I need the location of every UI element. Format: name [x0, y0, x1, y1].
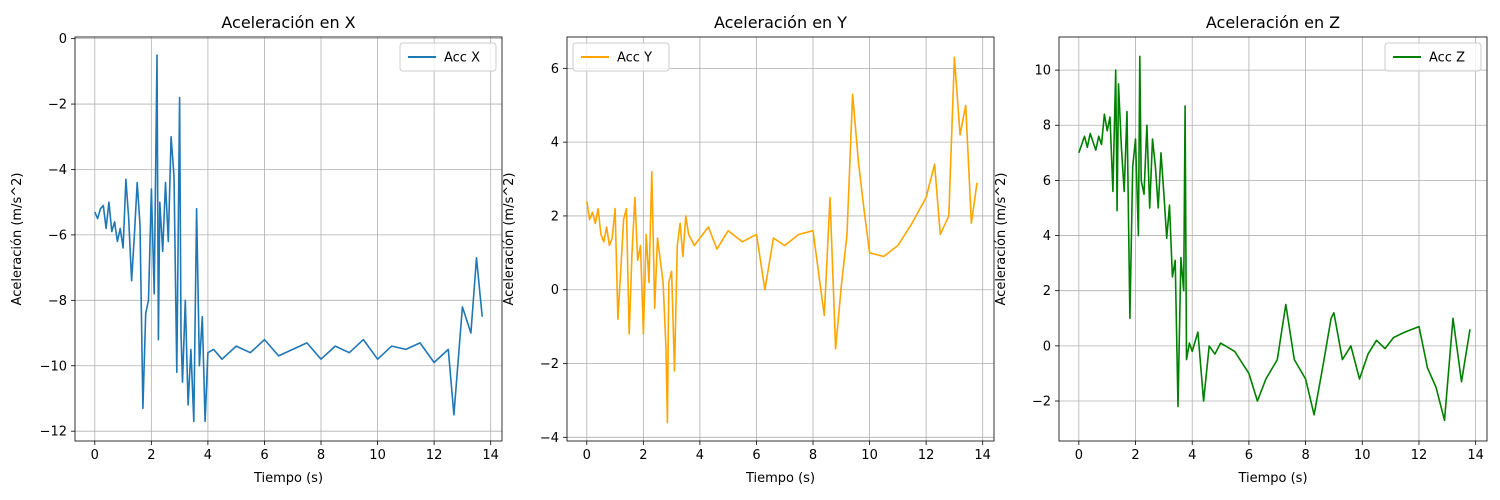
y-tick-label: −2 [540, 357, 559, 372]
chart-title: Aceleración en X [221, 13, 355, 32]
y-tick-label: −6 [48, 228, 67, 243]
y-tick-label: 0 [1043, 339, 1051, 354]
y-tick-label: −10 [40, 359, 67, 374]
chart-panel-2: 0 2 4 6 8 10 12 14 −4 −2 0 2 4 6 Aceleración en Y Tiemp… [502, 13, 995, 486]
y-tick-label: 0 [59, 32, 67, 47]
legend: Acc Z [1384, 42, 1482, 72]
y-tick-label: 2 [551, 209, 559, 224]
y-tick-label: −4 [540, 431, 559, 446]
legend: Acc X [399, 42, 497, 72]
x-tick-label: 12 [426, 448, 443, 463]
x-tick-label: 6 [752, 448, 760, 463]
x-tick-label: 12 [1411, 448, 1428, 463]
grid-lines [1059, 37, 1487, 441]
y-tick-label: 10 [1034, 64, 1051, 79]
y-tick-label: 4 [551, 136, 559, 151]
chart-panel-1: 0 2 4 6 8 10 12 14 −12 −10 −8 −6 −4 −2 0 Aceleración en… [10, 13, 503, 486]
x-axis-label: Tiempo (s) [1237, 471, 1307, 486]
x-tick-label: 8 [317, 448, 325, 463]
y-tick-label: −2 [48, 98, 67, 113]
x-tick-label: 0 [91, 448, 99, 463]
x-tick-label: 8 [809, 448, 817, 463]
legend: Acc Y [572, 42, 670, 72]
x-tick-label: 6 [1245, 448, 1253, 463]
legend-box [572, 42, 670, 72]
x-tick-label: 4 [204, 448, 212, 463]
x-tick-label: 0 [583, 448, 591, 463]
x-axis-label: Tiempo (s) [745, 471, 815, 486]
y-tick-label: 8 [1043, 119, 1051, 134]
x-tick-label: 10 [1354, 448, 1371, 463]
x-tick-label: 2 [147, 448, 155, 463]
x-tick-label: 8 [1301, 448, 1309, 463]
y-axis-label: Aceleración (m/s^2) [502, 173, 517, 306]
y-axis-label: Aceleración (m/s^2) [10, 173, 25, 306]
x-tick-label: 2 [639, 448, 647, 463]
y-axis-label: Aceleración (m/s^2) [994, 173, 1009, 306]
y-tick-label: 4 [1043, 229, 1051, 244]
chart-panel-3: 0 2 4 6 8 10 12 14 −2 0 2 4 6 8 10 Aceleración en Z Tiem… [994, 13, 1488, 486]
legend-label: Acc Y [617, 51, 652, 66]
plot-frame [566, 36, 995, 442]
x-tick-label: 12 [918, 448, 935, 463]
chart-title: Aceleración en Z [1206, 13, 1340, 32]
grid-lines [567, 37, 994, 441]
x-tick-label: 14 [974, 448, 991, 463]
series-line-acc-z [1078, 55, 1471, 422]
x-tick-label: 6 [260, 448, 268, 463]
y-tick-label: −2 [1032, 395, 1051, 410]
plot-frame [74, 36, 503, 442]
y-tick-label: 2 [1043, 284, 1051, 299]
x-tick-label: 14 [482, 448, 499, 463]
x-axis-label: Tiempo (s) [253, 471, 323, 486]
x-tick-label: 14 [1467, 448, 1484, 463]
legend-box [1384, 42, 1482, 72]
series-line-acc-x [94, 54, 483, 423]
y-tick-label: −12 [40, 425, 67, 440]
legend-label: Acc X [444, 51, 480, 66]
x-tick-label: 10 [861, 448, 878, 463]
y-tick-label: 0 [551, 283, 559, 298]
series-line-acc-y [586, 56, 978, 424]
x-tick-label: 0 [1075, 448, 1083, 463]
y-tick-label: 6 [551, 62, 559, 77]
y-tick-label: −4 [48, 163, 67, 178]
x-tick-label: 10 [369, 448, 386, 463]
x-tick-label: 4 [696, 448, 704, 463]
plot-frame [1058, 36, 1488, 442]
chart-title: Aceleración en Y [714, 13, 847, 32]
y-tick-label: 6 [1043, 174, 1051, 189]
legend-box [399, 42, 497, 72]
grid-lines [75, 37, 502, 441]
x-tick-label: 2 [1131, 448, 1139, 463]
y-tick-label: −8 [48, 294, 67, 309]
legend-label: Acc Z [1429, 51, 1465, 66]
x-tick-label: 4 [1188, 448, 1196, 463]
